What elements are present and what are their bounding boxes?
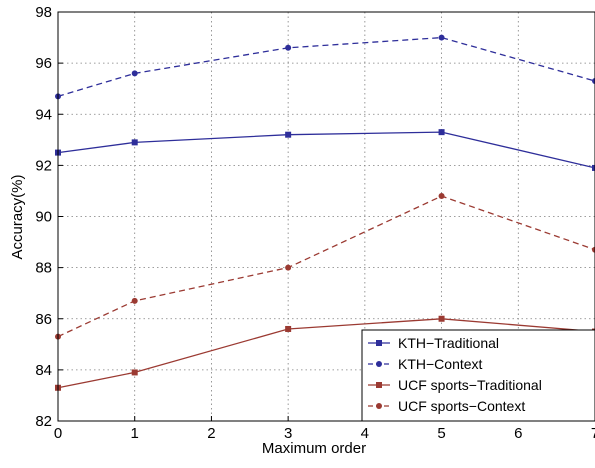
y-tick-label: 98 <box>35 4 52 21</box>
series-line <box>57 131 595 169</box>
series-group <box>55 129 595 171</box>
data-point <box>592 246 595 253</box>
series-layer <box>55 34 595 391</box>
data-point <box>438 129 445 136</box>
data-point <box>285 131 292 138</box>
x-tick-label: 6 <box>514 425 522 442</box>
legend-swatch-marker <box>376 403 382 409</box>
data-point <box>131 297 138 304</box>
series-group <box>55 34 595 100</box>
legend-label: UCF sports−Traditional <box>398 377 542 393</box>
series-line <box>57 195 595 338</box>
legend-label: KTH−Context <box>398 356 483 372</box>
y-tick-label: 96 <box>35 55 52 72</box>
legend-label: UCF sports−Context <box>398 398 525 414</box>
data-point <box>285 325 292 332</box>
data-point <box>438 315 445 322</box>
y-tick-label: 88 <box>35 260 52 277</box>
legend-swatch-marker <box>376 361 382 367</box>
legend: KTH−Traditional KTH−Context UCF sports−Tra… <box>361 329 595 422</box>
x-tick-label: 5 <box>437 425 445 442</box>
series-group <box>55 193 595 340</box>
x-axis-label: Maximum order <box>262 440 366 457</box>
x-tick-label: 0 <box>54 425 62 442</box>
grid-layer <box>58 12 595 421</box>
legend-label: KTH−Traditional <box>398 335 499 351</box>
data-point <box>285 264 292 271</box>
y-tick-label: 86 <box>35 311 52 328</box>
x-tick-label: 1 <box>131 425 139 442</box>
data-point <box>131 369 138 376</box>
data-point <box>438 193 445 200</box>
series-line <box>57 36 595 98</box>
x-tick-label: 3 <box>284 425 292 442</box>
tick-layer: 0 1 2 3 4 5 6 7 82 84 86 88 90 92 94 96 98 <box>35 4 595 442</box>
y-tick-label: 94 <box>35 106 52 123</box>
y-tick-label: 84 <box>35 362 52 379</box>
y-tick-label: 90 <box>35 209 52 226</box>
x-tick-label: 4 <box>361 425 369 442</box>
data-point <box>131 70 138 77</box>
y-tick-label: 92 <box>35 157 52 174</box>
data-point <box>592 164 595 171</box>
x-tick-label: 7 <box>591 425 595 442</box>
data-point <box>592 78 595 85</box>
data-point <box>285 44 292 51</box>
legend-box <box>361 329 595 422</box>
y-axis-label: Accuracy(%) <box>9 174 26 259</box>
legend-swatch-marker <box>376 340 382 346</box>
data-point <box>131 139 138 146</box>
x-tick-label: 2 <box>207 425 215 442</box>
data-point <box>438 34 445 41</box>
y-tick-label: 82 <box>35 413 52 430</box>
legend-swatch-marker <box>376 382 382 388</box>
